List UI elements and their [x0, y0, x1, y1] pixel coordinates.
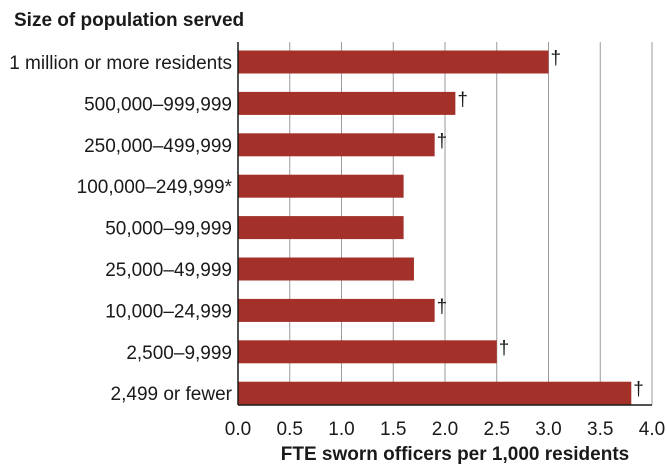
significance-marker: † [551, 48, 562, 69]
category-label: 250,000–499,999 [84, 136, 232, 157]
significance-marker: † [437, 296, 448, 317]
bar [238, 50, 549, 74]
x-tick-label: 2.0 [432, 419, 458, 440]
category-label: 25,000–49,999 [105, 260, 232, 281]
y-axis-title: Size of population served [14, 10, 244, 31]
x-tick-labels: 0.0 0.5 1.0 1.5 2.0 2.5 3.0 3.5 4.0 [225, 419, 665, 440]
x-tick-label: 0.5 [277, 419, 303, 440]
significance-marker: † [633, 379, 644, 400]
category-label: 2,500–9,999 [126, 343, 232, 364]
bar [238, 91, 456, 115]
category-label: 50,000–99,999 [105, 219, 232, 240]
category-labels: 1 million or more residents 500,000–999,9… [9, 53, 232, 405]
bar [238, 257, 414, 281]
significance-marker: † [437, 131, 448, 152]
x-tick-label: 4.0 [639, 419, 665, 440]
bar [238, 381, 632, 405]
x-tick-label: 0.0 [225, 419, 251, 440]
bar [238, 174, 404, 198]
category-label: 10,000–24,999 [105, 301, 232, 322]
x-tick-label: 3.0 [535, 419, 561, 440]
significance-markers: † † † † † † [437, 48, 644, 400]
significance-marker: † [499, 338, 510, 359]
x-axis-title: FTE sworn officers per 1,000 residents [281, 444, 629, 465]
x-tick-label: 2.5 [484, 419, 510, 440]
significance-marker: † [457, 89, 468, 110]
bar [238, 216, 404, 240]
x-tick-label: 3.5 [587, 419, 613, 440]
x-tick-label: 1.5 [380, 419, 406, 440]
category-label: 500,000–999,999 [84, 94, 232, 115]
category-label: 2,499 or fewer [111, 384, 233, 405]
bar [238, 298, 435, 322]
x-tick-label: 1.0 [328, 419, 354, 440]
bar [238, 133, 435, 157]
bar [238, 340, 497, 364]
category-label: 100,000–249,999* [77, 177, 233, 198]
category-label: 1 million or more residents [9, 53, 232, 74]
bars [238, 50, 632, 405]
